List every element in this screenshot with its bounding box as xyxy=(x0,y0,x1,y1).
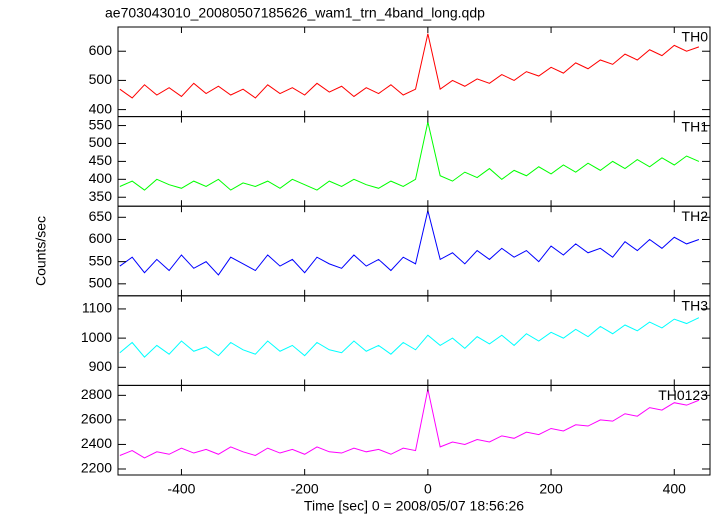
data-line xyxy=(119,121,700,191)
x-axis-label: Time [sec] 0 = 2008/05/07 18:56:26 xyxy=(304,498,524,514)
y-tick-label: 400 xyxy=(89,100,113,116)
y-tick-label: 350 xyxy=(89,188,113,204)
x-tick-label: 0 xyxy=(424,481,432,497)
y-tick-label: 2800 xyxy=(81,386,112,402)
x-tick-label: -400 xyxy=(167,481,195,497)
panel-label: TH1 xyxy=(682,118,709,134)
y-tick-label: 500 xyxy=(89,275,113,291)
data-line xyxy=(119,389,700,459)
data-line xyxy=(119,210,700,276)
panel-label: TH0 xyxy=(682,29,709,45)
panel-frame xyxy=(117,384,711,476)
chart-title: ae703043010_20080507185626_wam1_trn_4ban… xyxy=(105,5,485,21)
y-tick-label: 600 xyxy=(89,230,113,246)
y-tick-label: 900 xyxy=(89,358,113,374)
panel-label: TH0123 xyxy=(658,387,708,403)
y-tick-label: 400 xyxy=(89,170,113,186)
y-tick-label: 2600 xyxy=(81,411,112,427)
y-tick-label: 1100 xyxy=(82,300,112,316)
panel-label: TH3 xyxy=(682,298,709,314)
y-tick-label: 500 xyxy=(89,134,113,150)
y-tick-label: 550 xyxy=(89,116,113,132)
panel-label: TH2 xyxy=(682,208,709,224)
y-tick-label: 1000 xyxy=(81,329,112,345)
y-tick-label: 650 xyxy=(89,208,113,224)
y-tick-label: 600 xyxy=(89,42,113,58)
x-tick-label: 400 xyxy=(663,481,687,497)
x-tick-label: 200 xyxy=(539,481,563,497)
y-tick-label: 2400 xyxy=(81,435,112,451)
y-tick-label: 550 xyxy=(89,252,113,268)
data-line xyxy=(119,33,700,99)
x-tick-label: -200 xyxy=(291,481,319,497)
y-tick-label: 2200 xyxy=(81,460,112,476)
y-tick-label: 450 xyxy=(89,152,113,168)
y-axis-label: Counts/sec xyxy=(33,216,49,286)
data-line xyxy=(119,317,700,358)
y-tick-label: 500 xyxy=(89,71,113,87)
